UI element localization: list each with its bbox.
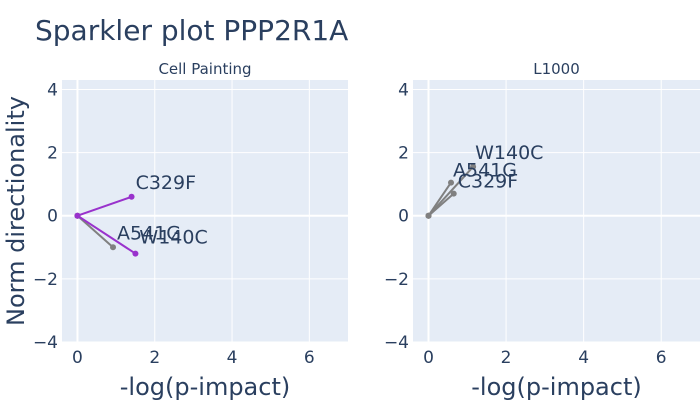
panel2-y-tick-label: 2: [398, 144, 409, 164]
panel2-data-point: [450, 190, 457, 197]
panel1-data-point: [132, 250, 139, 257]
panel1-point-label: C329F: [136, 172, 196, 194]
panel2-y-tick-label: −4: [384, 333, 409, 353]
panel2-x-tick-label: 2: [501, 348, 512, 368]
panel2-y-tick-label: 0: [398, 207, 409, 227]
panel2-x-tick-label: 6: [656, 348, 667, 368]
panel1-series-line: [76, 214, 114, 249]
panel1-y-tick-label: 4: [47, 80, 58, 100]
panel2-x-tick-label: 0: [423, 348, 434, 368]
panel2-y-tick-label: 4: [398, 80, 409, 100]
panel1-plot-area: [62, 80, 348, 342]
panel1-x-axis-title: -log(p-impact): [120, 373, 290, 400]
panel1-title: Cell Painting: [158, 60, 251, 78]
panel1-x-tick-label: 4: [227, 348, 238, 368]
panel2-plot-area: [413, 80, 700, 342]
panel2-x-tick-label: 4: [578, 348, 589, 368]
panel2-point-label: A541G: [453, 160, 517, 182]
panel1-y-tick-label: −2: [33, 270, 58, 290]
panel2-y-tick-label: −2: [384, 270, 409, 290]
panel2-x-axis-title: -log(p-impact): [471, 373, 641, 400]
panel2-data-point: [470, 163, 477, 170]
panel1-x-tick-label: 0: [72, 348, 83, 368]
panel2-title: L1000: [533, 60, 580, 78]
panel1-x-tick-label: 2: [149, 348, 160, 368]
panel1-series-line: [77, 195, 132, 217]
panel2-data-point: [425, 212, 432, 219]
panel1-y-tick-label: 0: [47, 207, 58, 227]
panel2-data-point: [448, 179, 455, 186]
panel2-series-line: [427, 182, 452, 217]
y-axis-title: Norm directionality: [2, 96, 30, 326]
panel1-series-line: [76, 214, 136, 255]
panel1-data-point: [110, 244, 117, 251]
panel1-y-tick-label: 2: [47, 144, 58, 164]
figure-title: Sparkler plot PPP2R1A: [35, 14, 348, 47]
panel1-x-tick-label: 6: [304, 348, 315, 368]
panel2-point-label: W140C: [475, 142, 543, 164]
panel2-series-line: [427, 166, 474, 217]
panel1-data-point: [74, 212, 81, 219]
panel1-y-tick-label: −4: [33, 333, 58, 353]
panel1-point-label: A541G: [117, 222, 181, 244]
panel2-point-label: C329F: [458, 171, 518, 193]
panel2-series-line: [427, 192, 455, 217]
panel1-data-point: [128, 193, 135, 200]
panel1-point-label: W140C: [139, 227, 207, 249]
